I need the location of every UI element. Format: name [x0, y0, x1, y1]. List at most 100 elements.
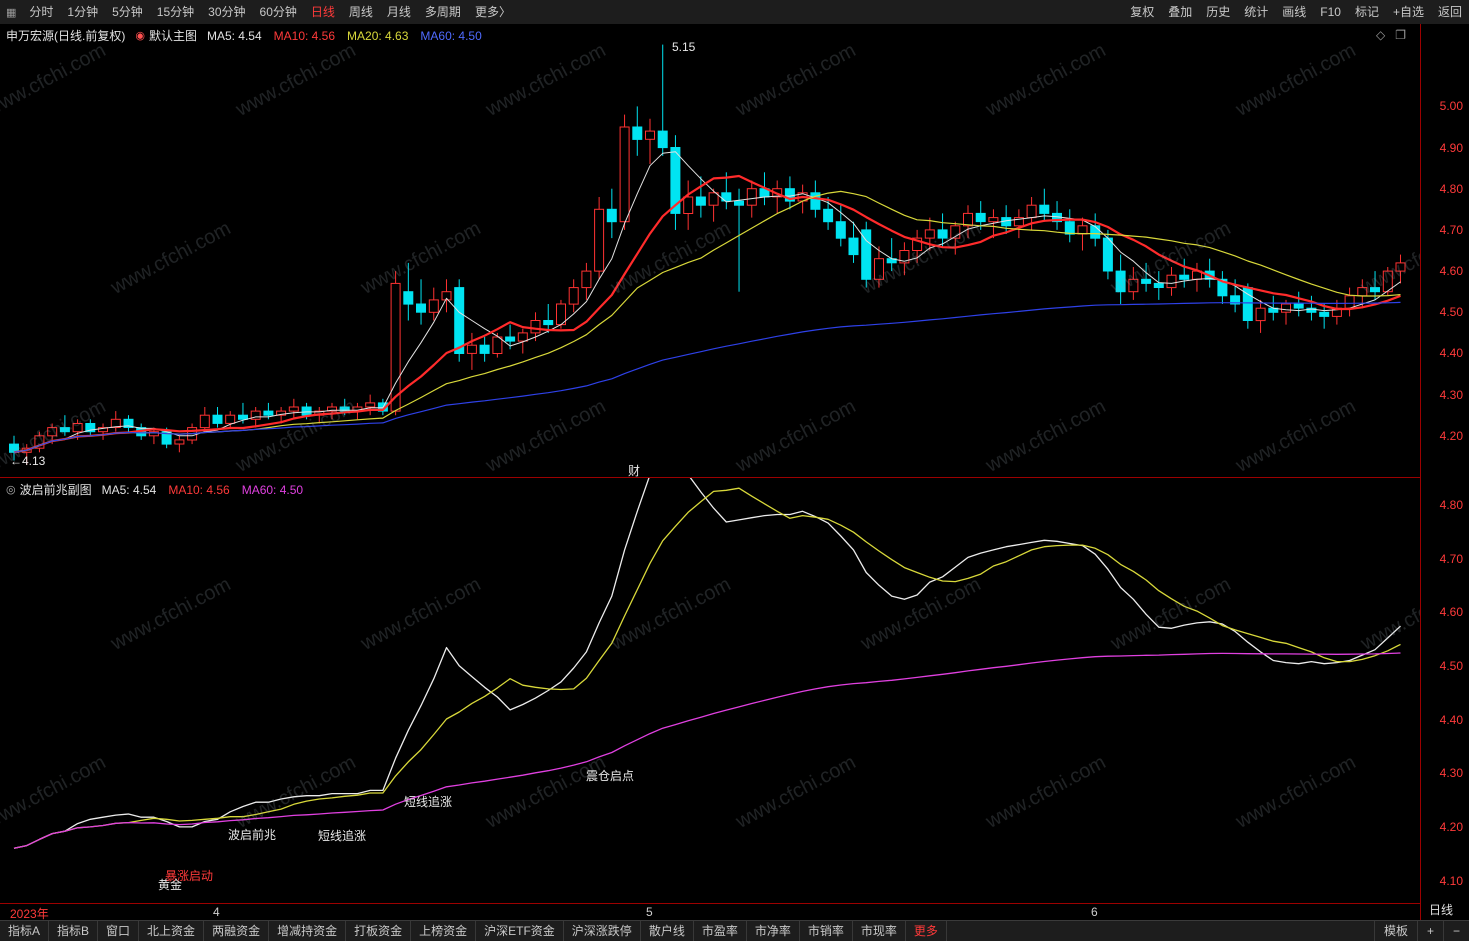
time-axis-label: 4 [213, 905, 220, 919]
period-menu-item[interactable]: 30分钟 [208, 5, 246, 19]
toolbar-right-item[interactable]: − [1442, 921, 1469, 941]
period-menu-item[interactable]: 分时 [29, 5, 54, 19]
price-tick: 4.30 [1439, 387, 1463, 402]
top-menu-bar: ▦ 分时 1分钟 5分钟 15分钟 30分钟 60分钟 日线 周线 月线 多周期 更多〉 复权 叠加历… [0, 0, 1469, 24]
period-menu-item[interactable]: 周线 [348, 5, 373, 19]
signal-annotation: 波启前兆 [228, 828, 277, 842]
period-menu: ▦ 分时 1分钟 5分钟 15分钟 30分钟 60分钟 日线 周线 月线 多周期 更多〉 [0, 0, 518, 24]
sub-ma-labels: MA5: 4.54 MA10: 4.56 MA60: 4.50 [102, 483, 315, 497]
toolbar-item[interactable]: 更多 [906, 921, 947, 941]
toolbar-item[interactable]: 打板资金 [346, 921, 412, 941]
toolbar-item[interactable]: 市盈率 [694, 921, 747, 941]
signal-annotation: 短线追涨 [318, 829, 367, 843]
ma-label: MA5: 4.54 [101, 482, 157, 497]
toolbar-item[interactable]: 增减持资金 [269, 921, 347, 941]
price-tick: 4.10 [1439, 873, 1463, 888]
topbar-action-item[interactable]: 返回 [1437, 5, 1462, 19]
period-menu-item[interactable]: 月线 [386, 5, 411, 19]
period-menu-item[interactable]: 多周期 [424, 5, 461, 19]
topbar-action-item[interactable]: 复权 [1130, 5, 1155, 19]
price-tick: 4.90 [1439, 140, 1463, 155]
toolbar-right-item[interactable]: + [1416, 921, 1443, 941]
ma-label: MA60: 4.50 [241, 482, 304, 497]
main-chart-header: 申万宏源(日线.前复权) ◉ 默认主图 MA5: 4.54 MA10: 4.56 M… [6, 27, 494, 44]
main-indicator-icon[interactable]: ◉ [135, 30, 145, 42]
toolbar-item[interactable]: 窗口 [98, 921, 140, 941]
toolbar-item[interactable]: 市净率 [747, 921, 800, 941]
event-marker[interactable]: 财 [628, 464, 641, 478]
sub-chart-pane: ◎ 波启前兆副图 MA5: 4.54 MA10: 4.56 MA60: 4.50 黄… [0, 455, 1420, 905]
price-tick: 4.40 [1439, 346, 1463, 361]
sub-chart-canvas[interactable] [0, 455, 1420, 905]
sub-chart-header: ◎ 波启前兆副图 MA5: 4.54 MA10: 4.56 MA60: 4.50 [6, 481, 315, 498]
signal-annotation: 黄金 [158, 878, 183, 892]
main-chart-canvas[interactable] [0, 24, 1420, 480]
ma-label: MA10: 4.56 [273, 28, 336, 43]
price-tick: 5.00 [1439, 99, 1463, 114]
diamond-icon[interactable]: ◇ [1376, 28, 1386, 42]
period-menu-items: 分时 1分钟 5分钟 15分钟 30分钟 60分钟 日线 周线 月线 多周期 更多〉 [22, 0, 518, 24]
price-tick: 4.60 [1439, 264, 1463, 279]
toolbar-item[interactable]: 沪深ETF资金 [476, 921, 564, 941]
signal-annotation: 暴涨启动 [165, 869, 214, 883]
topbar-action-item[interactable]: +自选 [1392, 5, 1424, 19]
signal-annotation: 短线追涨 [404, 795, 453, 809]
toolbar-right-group: 模板 + − [1373, 921, 1469, 941]
period-label[interactable]: 日线 [1429, 903, 1454, 917]
toolbar-right-item[interactable]: 模板 [1373, 921, 1417, 941]
price-axis: 日线 5.00 4.90 4.80 4.70 4.60 4.50 4.40 4.30 4.20 4… [1420, 24, 1469, 920]
toolbar-item[interactable]: 沪深涨跌停 [564, 921, 641, 941]
toolbar-item[interactable]: 两融资金 [204, 921, 270, 941]
topbar-action-item[interactable]: 统计 [1244, 5, 1269, 19]
price-tick: 4.70 [1439, 222, 1463, 237]
toolbar-item[interactable]: 指标B [49, 921, 99, 941]
price-tick: 4.50 [1439, 658, 1463, 673]
toolbar-items: 指标A 指标B 窗口 北上资金 两融资金 增减持资金 打板资金 上榜资金 沪深ETF资金 沪深涨跌… [0, 921, 947, 941]
period-menu-item[interactable]: 60分钟 [259, 5, 297, 19]
topbar-action-item[interactable]: 标记 [1354, 5, 1379, 19]
topbar-action-item[interactable]: 历史 [1206, 5, 1231, 19]
low-price-label: ←4.13 [10, 454, 46, 468]
period-menu-item[interactable]: 15分钟 [156, 5, 195, 19]
price-tick: 4.50 [1439, 305, 1463, 320]
overlay-name[interactable]: 默认主图 [148, 29, 197, 43]
bottom-toolbar: 指标A 指标B 窗口 北上资金 两融资金 增减持资金 打板资金 上榜资金 沪深ETF资金 沪深涨跌… [0, 920, 1469, 941]
price-tick: 4.60 [1439, 605, 1463, 620]
ma-label: MA5: 4.54 [206, 28, 262, 43]
price-tick: 4.40 [1439, 712, 1463, 727]
price-tick: 4.30 [1439, 766, 1463, 781]
main-chart-pane: 申万宏源(日线.前复权) ◉ 默认主图 MA5: 4.54 MA10: 4.56 M… [0, 24, 1420, 478]
time-axis: 2023年 4 5 6 [0, 903, 1420, 921]
topbar-action-item[interactable]: 叠加 [1168, 5, 1193, 19]
time-axis-label: 5 [646, 905, 653, 919]
sub-indicator-name[interactable]: 波启前兆副图 [19, 483, 92, 497]
main-ma-labels: MA5: 4.54 MA10: 4.56 MA20: 4.63 MA60: 4.50 [207, 29, 494, 43]
toolbar-item[interactable]: 上榜资金 [411, 921, 477, 941]
price-tick: 4.20 [1439, 428, 1463, 443]
toolbar-item[interactable]: 市销率 [800, 921, 853, 941]
toolbar-item[interactable]: 散户线 [641, 921, 694, 941]
period-menu-item[interactable]: 日线 [310, 5, 335, 19]
high-price-label: 5.15 [672, 40, 696, 54]
ma-label: MA10: 4.56 [168, 482, 230, 497]
maximize-pane-icon[interactable]: ❐ [1395, 28, 1406, 42]
stock-title: 申万宏源(日线.前复权) [6, 29, 126, 43]
app-menu-icon[interactable]: ▦ [6, 6, 17, 19]
topbar-action-item[interactable]: F10 [1320, 5, 1341, 19]
period-menu-item[interactable]: 更多〉 [474, 5, 511, 19]
toolbar-item[interactable]: 指标A [0, 921, 50, 941]
price-tick: 4.70 [1439, 551, 1463, 566]
price-tick: 4.80 [1439, 181, 1463, 196]
sub-indicator-icon[interactable]: ◎ [6, 484, 16, 496]
topbar-actions: 复权 叠加 历史 统计 画线 F10 标记 +自选 返回 [1123, 0, 1469, 24]
topbar-action-item[interactable]: 画线 [1282, 5, 1307, 19]
price-tick: 4.20 [1439, 819, 1463, 834]
price-tick: 4.80 [1439, 497, 1463, 512]
pane-corner-icons: ◇ ❐ [1376, 28, 1406, 42]
toolbar-item[interactable]: 市现率 [853, 921, 906, 941]
time-axis-label: 2023年 [10, 907, 49, 921]
period-menu-item[interactable]: 5分钟 [112, 5, 143, 19]
toolbar-item[interactable]: 北上资金 [139, 921, 205, 941]
period-menu-item[interactable]: 1分钟 [67, 5, 99, 19]
